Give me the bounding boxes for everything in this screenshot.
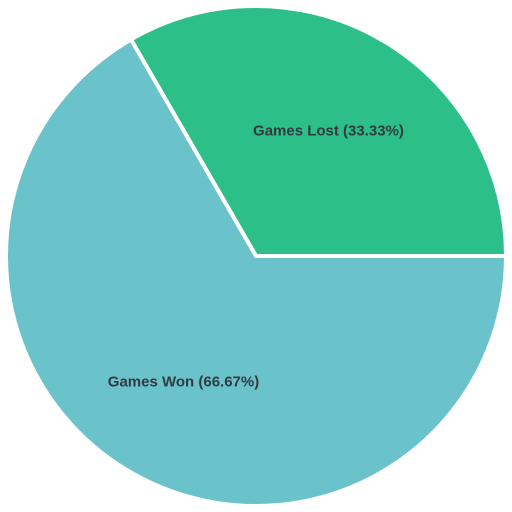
pie-slice-games-lost: [128, 3, 509, 259]
slice-label-games-won: Games Won (66.67%): [108, 374, 259, 391]
slice-label-games-lost: Games Lost (33.33%): [253, 122, 404, 139]
pie-slice-games-won: [4, 36, 509, 508]
